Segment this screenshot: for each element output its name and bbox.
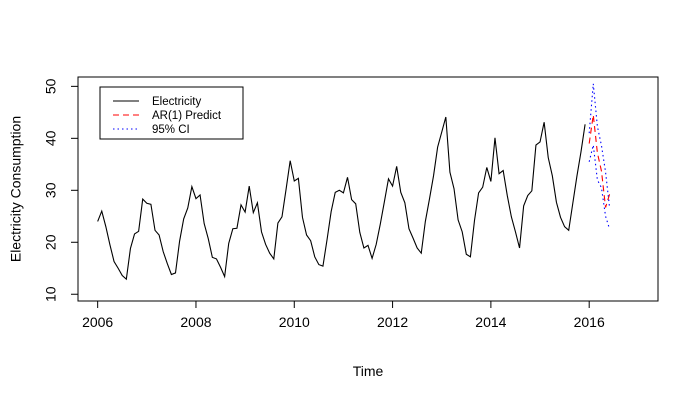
y-tick-label: 30: [43, 182, 59, 198]
legend-label: 95% CI: [152, 124, 190, 136]
y-tick-label: 50: [43, 78, 59, 94]
x-tick-label: 2014: [475, 314, 506, 330]
legend-label: AR(1) Predict: [152, 110, 222, 122]
x-tick-label: 2010: [279, 314, 310, 330]
plot-frame: [77, 76, 659, 302]
series-line-electricity: [97, 116, 586, 281]
legend-box: [99, 86, 244, 140]
y-tick-label: 40: [43, 130, 59, 146]
x-tick-label: 2008: [180, 314, 211, 330]
x-tick-label: 2016: [574, 314, 605, 330]
legend-label: Electricity: [152, 96, 201, 108]
series-layer: [97, 83, 611, 281]
y-axis: 10 20 30 40 50: [43, 78, 78, 302]
series-line-ar-1-predict: [588, 114, 611, 208]
x-tick-label: 2006: [82, 314, 113, 330]
series-line-ci-upper: [588, 83, 611, 209]
series-line-ci-lower: [588, 144, 611, 230]
y-tick-label: 10: [43, 286, 59, 302]
legend: Electricity AR(1) Predict 95% CI: [99, 86, 244, 140]
y-tick-label: 20: [43, 234, 59, 250]
x-axis: 2006 2008 2010 2012 2014 2016: [82, 301, 605, 330]
x-tick-label: 2012: [377, 314, 408, 330]
x-axis-title: Time: [353, 363, 384, 379]
y-axis-title: Electricity Consumption: [8, 116, 24, 262]
